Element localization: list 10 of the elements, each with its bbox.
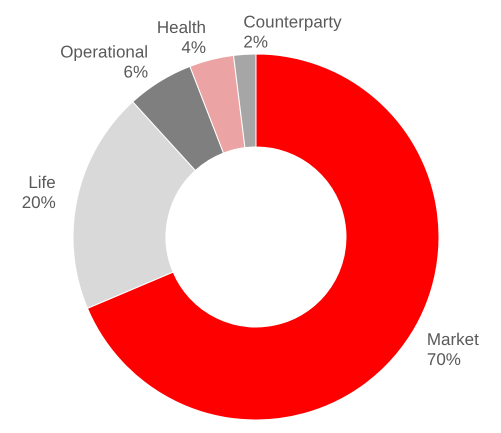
slice-label: Market (426, 330, 480, 350)
slice-label: Operational (60, 42, 148, 62)
data-label: 6% (124, 62, 148, 82)
slice-label: Counterparty (243, 12, 342, 32)
data-label: 4% (181, 38, 206, 58)
slice-label: Life (28, 173, 56, 192)
data-label: 2% (243, 32, 268, 52)
data-label: 70% (426, 350, 461, 370)
slice-label: Health (156, 18, 206, 38)
data-label: 20% (22, 193, 56, 212)
